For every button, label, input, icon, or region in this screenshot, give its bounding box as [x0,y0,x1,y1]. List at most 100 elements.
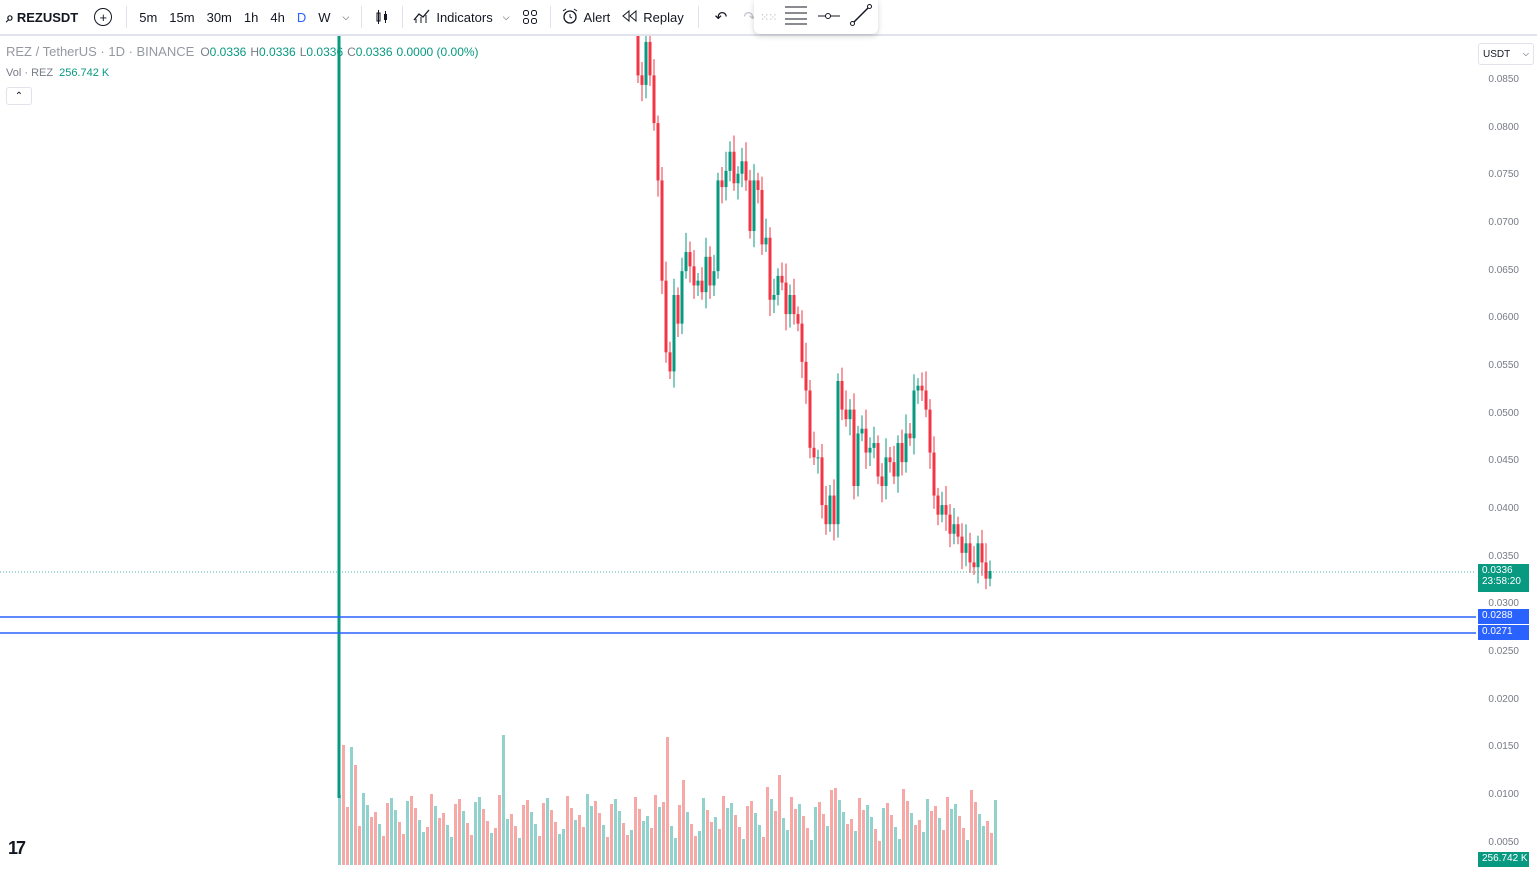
volume-bar [466,823,469,865]
volume-bar [958,816,961,865]
drag-handle-icon[interactable]: ⁙⁙ [760,11,777,24]
volume-bar [398,822,401,865]
collapse-legend-button[interactable]: ⌃ [6,87,32,105]
replay-button[interactable]: Replay [614,0,691,35]
volume-bar [490,833,493,865]
volume-bar [370,817,373,865]
volume-bar [550,810,553,865]
undo-icon[interactable]: ↶ [714,9,728,26]
volume-bar [358,826,361,865]
volume-bar [990,833,993,865]
volume-bar [446,825,449,865]
volume-bar [978,814,981,865]
volume-bar [618,811,621,865]
volume-bar [594,801,597,865]
volume-bar [662,802,665,865]
volume-bar [950,809,953,865]
price-axis[interactable]: 0.0850 0.0800 0.0750 0.0700 0.0650 0.060… [1476,36,1537,878]
redo-icon[interactable]: ↷ [743,9,756,26]
volume-bar [790,797,793,865]
drawing-toolbar: ⁙⁙ [754,0,878,34]
volume-bar [646,816,649,865]
candle-body [956,524,960,537]
price-tick: 0.0500 [1488,408,1519,419]
volume-bar [986,821,989,865]
candle-body [824,505,828,525]
volume-bar [566,796,569,865]
candle-body [928,409,932,453]
volume-bars [338,735,997,865]
candle-body [736,173,740,184]
symbol-search-button[interactable]: ⌕ REZUSDT [0,0,78,35]
horizontal-lines-icon[interactable] [784,4,808,31]
candlesticks [636,36,992,590]
trend-line-icon[interactable] [850,3,873,31]
price-tick: 0.0600 [1488,312,1519,323]
interval-1d[interactable]: D [296,9,307,25]
chevron-down-icon[interactable]: ⌵ [502,11,510,22]
volume-bar [862,810,865,865]
chevron-down-icon[interactable]: ⌵ [342,11,350,22]
indicators-button[interactable]: Indicators [409,0,496,35]
toolbar-divider [361,6,363,28]
interval-1h[interactable]: 1h [243,9,259,25]
volume-bar [858,798,861,865]
volume-bar [930,811,933,865]
interval-30m[interactable]: 30m [206,9,232,25]
interval-5m[interactable]: 5m [139,9,158,25]
candle-body [708,256,712,286]
volume-bar [690,824,693,865]
volume-bar [610,804,613,865]
volume-bar [970,790,973,865]
interval-1w[interactable]: W [318,9,331,25]
tradingview-logo[interactable]: 17 [8,838,26,858]
volume-bar [518,838,521,865]
volume-bar [974,802,977,865]
candle-body [776,275,780,296]
candle-body [848,409,852,420]
horizontal-ray-icon[interactable] [818,8,841,26]
volume-bar [542,803,545,865]
volume-bar [854,831,857,865]
volume-bar [822,814,825,865]
volume-bar [778,775,781,865]
toolbar-divider [126,6,128,28]
volume-bar [850,819,853,865]
candle-body [816,457,820,459]
currency-selector[interactable]: USDT ⌵ [1478,43,1534,65]
interval-15m[interactable]: 15m [169,9,195,25]
price-tick: 0.0050 [1488,837,1519,848]
volume-bar [734,815,737,865]
toolbar-divider [402,6,404,28]
candle-body [656,123,660,181]
volume-bar [586,794,589,865]
candle-body [680,271,684,324]
price-chart[interactable] [0,36,1476,878]
candles-icon[interactable] [368,0,396,35]
candle-body [724,170,728,188]
volume-bar [994,800,997,865]
candle-body [988,571,992,579]
layout-grid-icon[interactable] [516,0,544,35]
alert-button[interactable]: Alert [557,0,615,35]
volume-bar [798,804,801,865]
volume-bar [834,788,837,865]
volume-bar [342,745,345,865]
compare-symbol-icon[interactable]: + [94,8,113,26]
candle-body [920,385,924,391]
volume-bar [726,808,729,865]
open-value: 0.0336 [209,45,247,59]
volume-bar [450,837,453,865]
candle-body [912,390,916,439]
candle-body [964,543,968,553]
volume-bar [902,789,905,865]
interval-4h[interactable]: 4h [270,9,285,25]
volume-bar [414,808,417,865]
candle-body [968,543,972,563]
volume-bar [394,810,397,865]
candle-body [704,256,708,293]
volume-bar [626,835,629,865]
volume-bar [942,830,945,865]
volume-bar [578,815,581,865]
